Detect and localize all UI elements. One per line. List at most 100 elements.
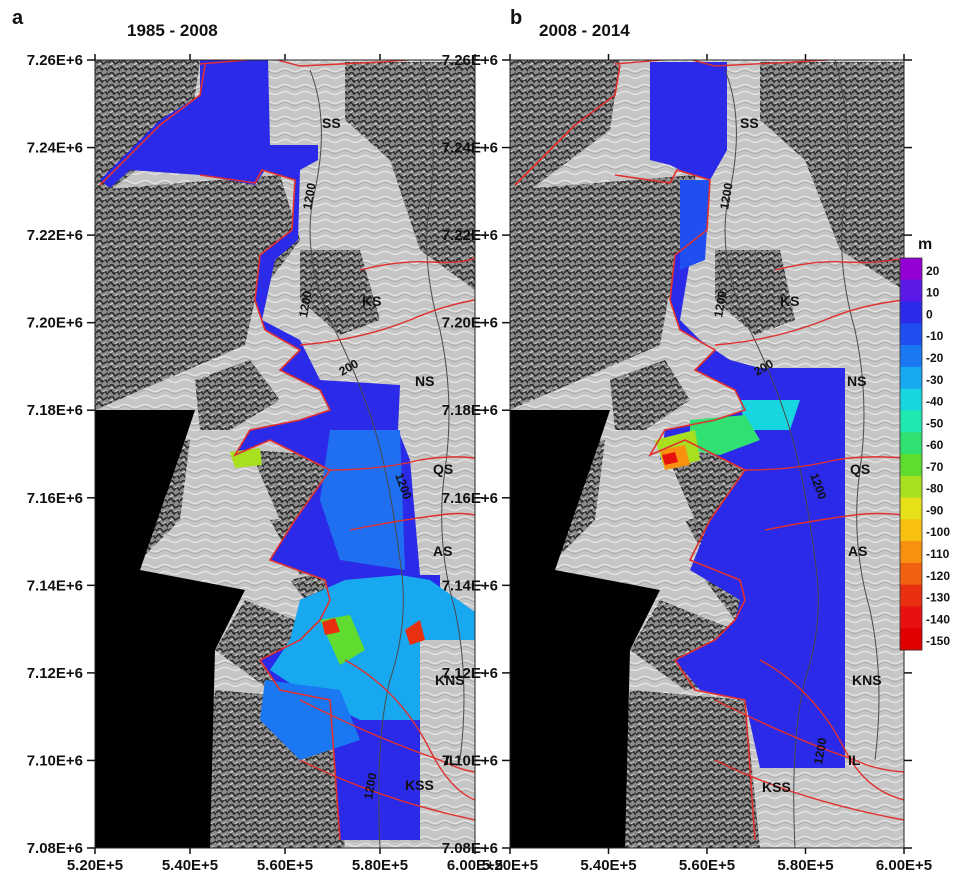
colorbar-tick-label: 0 <box>926 307 933 321</box>
coastline <box>99 64 341 841</box>
elevation-contour <box>834 60 880 761</box>
elevation-change-zone <box>680 180 710 270</box>
colorbar-tick-label: -120 <box>926 569 950 583</box>
contour-label: 1200 <box>300 181 318 210</box>
y-tick-label: 7.10E+6 <box>27 752 83 769</box>
y-tick-label: 7.14E+6 <box>27 577 83 594</box>
glacier-label: IL <box>445 752 458 768</box>
elevation-change-zone <box>270 575 475 720</box>
colorbar-swatch <box>900 497 922 520</box>
panel-b-axes: 7.26E+6 7.24E+6 7.22E+6 7.20E+6 7.18E+6 7.16E… <box>442 52 932 874</box>
panel-a-period: 1985 - 2008 <box>127 21 218 40</box>
contour-label: 1200 <box>296 289 314 318</box>
x-tick-label: 5.60E+5 <box>679 857 735 874</box>
glacier-outline <box>614 60 838 67</box>
colorbar-tick-label: -30 <box>926 373 944 387</box>
glacier-label: KNS <box>852 672 882 688</box>
elevation-change-zone <box>662 452 678 465</box>
elevation-contour <box>419 60 465 761</box>
y-tick-label: 7.24E+6 <box>27 140 83 157</box>
x-tick-label: 5.80E+5 <box>777 857 833 874</box>
elevation-change-zone <box>690 415 760 455</box>
colorbar-tick-label: -100 <box>926 525 950 539</box>
glacier-outline <box>344 659 475 801</box>
colorbar-swatch <box>900 366 922 390</box>
terrain-rough <box>615 690 760 848</box>
x-tick-label: 6.00E+5 <box>876 857 932 874</box>
colorbar-tick-label: -60 <box>926 438 944 452</box>
y-tick-label: 7.22E+6 <box>442 227 498 244</box>
colorbar-swatch <box>900 584 922 607</box>
y-tick-label: 7.20E+6 <box>442 315 498 332</box>
y-tick-label: 7.12E+6 <box>27 665 83 682</box>
terrain-rough <box>345 62 475 290</box>
colorbar-swatch <box>900 454 922 477</box>
colorbar-tick-label: -90 <box>926 503 944 517</box>
panel-b-map: SS KS NS QS AS KNS IL KSS 1200 1200 200 … <box>510 60 904 848</box>
no-data-area <box>95 410 245 848</box>
colorbar-tick-label: -140 <box>926 612 950 626</box>
glacier-outline <box>299 699 475 773</box>
glacier-outline <box>714 699 904 773</box>
glacier-outline <box>764 512 904 531</box>
x-tick-label: 5.40E+5 <box>580 857 636 874</box>
glacier-label: KSS <box>762 779 791 795</box>
x-tick-label: 5.40E+5 <box>162 857 218 874</box>
colorbar-tick-label: -50 <box>926 416 944 430</box>
terrain-rough <box>510 60 620 190</box>
panel-b-period: 2008 - 2014 <box>539 21 630 40</box>
colorbar-swatch <box>900 628 922 651</box>
colorbar-tick-label: -20 <box>926 351 944 365</box>
x-tick-label: 5.80E+5 <box>352 857 408 874</box>
colorbar-swatch <box>900 345 922 368</box>
glacier-label: NS <box>415 373 434 389</box>
terrain-rough <box>715 250 795 335</box>
y-tick-label: 7.26E+6 <box>442 52 498 69</box>
y-tick-label: 7.12E+6 <box>442 665 498 682</box>
colorbar-swatch <box>900 562 922 586</box>
panel-b-letter: b <box>510 7 522 29</box>
y-tick-label: 7.16E+6 <box>27 490 83 507</box>
contour-label: 1200 <box>717 181 735 210</box>
glacier-label: AS <box>848 543 867 559</box>
colorbar-swatch <box>900 279 922 303</box>
colorbar: m 20 10 0 -10 -20 -30 -40 -50 -60 -70 -80 -90 -100 -1… <box>899 236 950 651</box>
panel-b: b 2008 - 2014 <box>442 7 932 874</box>
glacier-label: KS <box>780 293 799 309</box>
colorbar-swatch <box>900 519 922 542</box>
elevation-contour <box>309 69 404 848</box>
colorbar-swatch <box>900 410 922 433</box>
colorbar-tick-label: 20 <box>926 264 940 278</box>
glacier-outline <box>299 299 475 346</box>
contour-label: 1200 <box>711 289 729 318</box>
glacier-label: SS <box>740 115 759 131</box>
colorbar-swatch <box>900 475 922 499</box>
panel-a: a 1985 - 2008 <box>12 7 503 874</box>
y-tick-label: 7.24E+6 <box>442 140 498 157</box>
colorbar-swatch <box>900 258 922 281</box>
glacier-label: KNS <box>435 672 465 688</box>
colorbar-swatch <box>900 432 922 455</box>
colorbar-swatch <box>900 541 922 564</box>
glacier-outline <box>359 257 475 271</box>
glacier-outline <box>714 299 904 346</box>
colorbar-swatch <box>900 301 922 324</box>
terrain-rough <box>95 175 300 410</box>
colorbar-tick-label: -110 <box>926 547 950 561</box>
elevation-change-zone <box>405 620 425 645</box>
glacier-outline <box>199 60 417 67</box>
glacier-outline <box>329 456 475 471</box>
glacier-label: KS <box>362 293 381 309</box>
contour-label: 1200 <box>361 771 379 800</box>
panel-a-letter: a <box>12 7 24 29</box>
y-tick-label: 7.08E+6 <box>442 840 498 857</box>
colorbar-frame <box>899 257 923 651</box>
glacier-label: QS <box>850 461 870 477</box>
y-tick-label: 7.26E+6 <box>27 52 83 69</box>
terrain-rough <box>760 62 904 290</box>
x-tick-label: 5.20E+5 <box>67 857 123 874</box>
terrain-rough <box>300 250 380 335</box>
glacier-outline <box>299 759 475 821</box>
elevation-change-zone <box>322 618 340 635</box>
